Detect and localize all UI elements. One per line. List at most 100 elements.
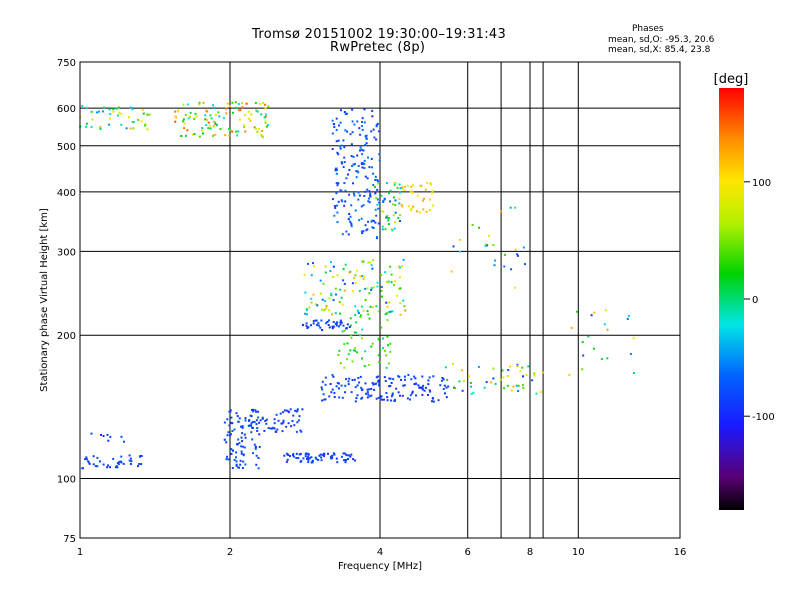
data-point: [267, 105, 270, 108]
data-point: [363, 159, 366, 162]
data-point: [272, 426, 275, 429]
data-point: [323, 452, 326, 455]
data-point: [581, 368, 584, 371]
data-point: [354, 274, 357, 277]
data-point: [478, 366, 480, 368]
data-point: [342, 139, 345, 142]
data-point: [340, 144, 343, 147]
data-point: [312, 293, 315, 296]
data-point: [248, 117, 251, 120]
data-point: [201, 127, 204, 129]
data-point: [226, 102, 229, 105]
data-point: [379, 397, 382, 400]
data-point: [329, 270, 332, 272]
data-point: [354, 347, 357, 350]
data-point: [257, 410, 260, 413]
data-point: [347, 380, 350, 383]
data-point: [342, 166, 345, 168]
data-point: [428, 389, 431, 392]
data-point: [376, 122, 379, 125]
data-point: [244, 419, 247, 422]
data-point: [336, 221, 339, 224]
data-point: [304, 312, 306, 315]
data-point: [388, 301, 391, 304]
data-point: [250, 422, 253, 425]
data-point: [141, 108, 144, 111]
data-point: [236, 415, 239, 418]
data-point: [100, 433, 102, 436]
data-point: [429, 183, 432, 186]
data-point: [370, 220, 373, 223]
data-point: [255, 419, 258, 422]
data-point: [343, 111, 346, 113]
data-point: [368, 395, 371, 398]
data-point: [401, 394, 404, 397]
data-point: [333, 214, 336, 217]
data-point: [364, 175, 367, 178]
data-point: [516, 363, 519, 366]
data-point: [366, 177, 369, 180]
data-point: [225, 441, 228, 444]
data-point: [209, 127, 212, 130]
data-point: [410, 208, 413, 210]
data-point: [499, 378, 502, 381]
data-point: [388, 217, 391, 220]
data-point: [343, 329, 346, 332]
data-point: [344, 189, 347, 192]
data-point: [512, 385, 515, 388]
data-point: [257, 467, 260, 470]
data-point: [391, 203, 394, 206]
data-point: [340, 321, 343, 324]
data-point: [367, 313, 370, 316]
data-point: [432, 375, 435, 378]
data-point: [372, 286, 375, 289]
data-point: [344, 263, 347, 266]
data-point: [452, 362, 454, 365]
data-point: [533, 374, 536, 377]
data-point: [285, 460, 288, 463]
data-point: [603, 323, 606, 326]
data-point: [371, 342, 374, 345]
x-tick-label: 10: [572, 547, 585, 558]
data-point: [359, 316, 362, 318]
data-point: [248, 419, 251, 421]
data-point: [109, 113, 112, 115]
data-point: [399, 266, 401, 269]
data-point: [287, 453, 290, 456]
data-point: [343, 289, 346, 292]
data-point: [336, 382, 339, 384]
data-point: [312, 262, 314, 265]
data-point: [293, 424, 296, 427]
data-point: [264, 120, 267, 123]
data-point: [376, 180, 379, 183]
data-point: [417, 384, 420, 387]
data-point: [344, 129, 347, 132]
data-point: [341, 396, 344, 399]
data-point: [519, 370, 522, 373]
data-point: [345, 230, 348, 233]
data-point: [332, 321, 335, 323]
data-point: [371, 306, 374, 309]
data-point: [368, 292, 371, 295]
data-point: [308, 306, 311, 309]
data-point: [258, 421, 261, 424]
data-point: [376, 198, 379, 201]
data-point: [399, 313, 402, 316]
data-point: [319, 279, 322, 282]
data-point: [390, 399, 393, 402]
data-point: [378, 361, 381, 364]
data-point: [370, 264, 373, 267]
data-point: [324, 265, 327, 268]
data-point: [359, 375, 362, 378]
data-point: [358, 194, 361, 197]
data-point: [99, 127, 102, 130]
data-point: [202, 132, 204, 135]
data-point: [243, 446, 246, 449]
data-point: [390, 281, 393, 284]
data-point: [492, 367, 495, 370]
data-point: [411, 390, 414, 393]
data-point: [333, 205, 336, 208]
data-point: [390, 382, 393, 384]
colorbar-tick-labels: 100 0 -100: [744, 178, 775, 423]
